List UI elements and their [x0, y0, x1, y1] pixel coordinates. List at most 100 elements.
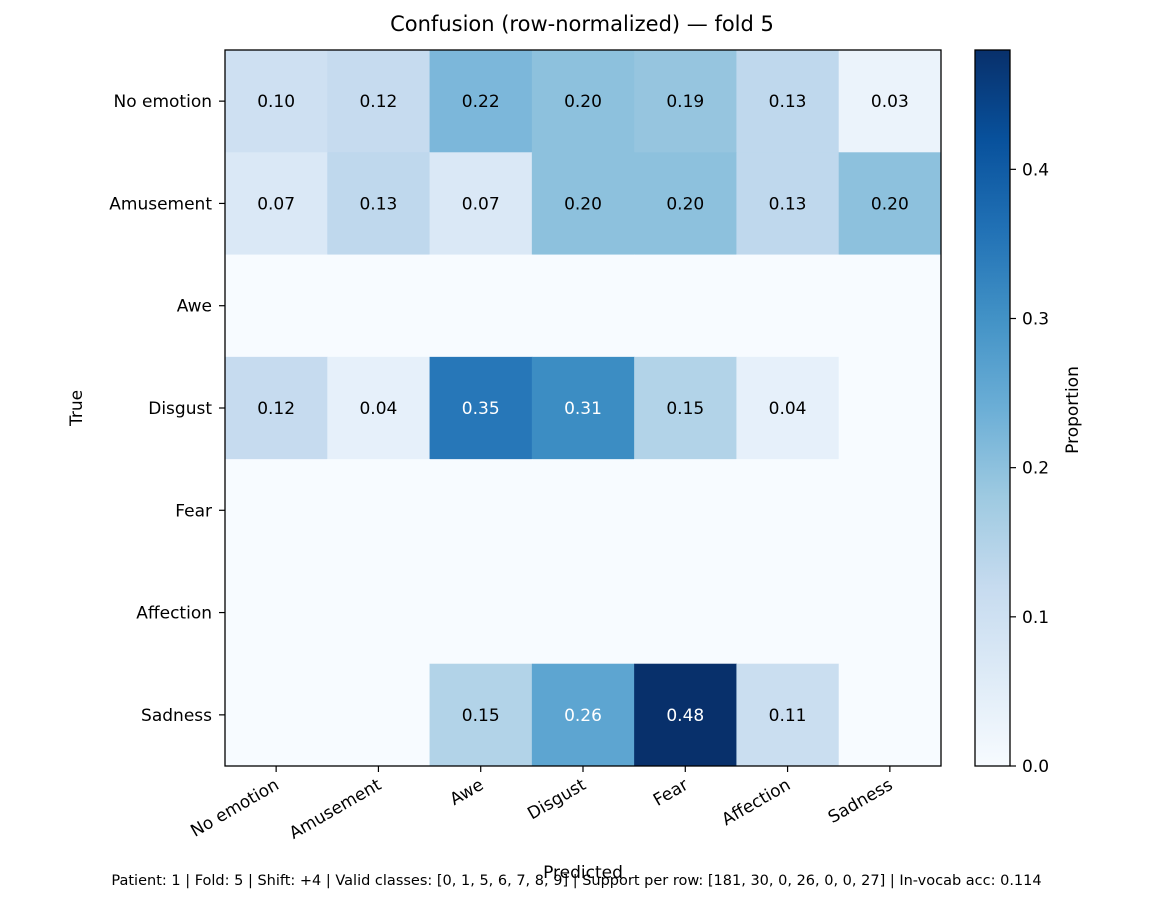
heatmap-cell	[634, 50, 737, 153]
cell-value-labels: 0.10 0.12 0.22 0.20 0.19 0.13 0.03 0.07 0.13 0.07…	[257, 92, 909, 726]
heatmap-cell	[634, 152, 737, 256]
x-axis-ticks: No emotion Amusement Awe Disgust Fear Affecti…	[187, 766, 896, 844]
y-tick-label: Disgust	[148, 399, 212, 419]
heatmap-cell	[225, 356, 328, 460]
y-tick-label: Awe	[177, 297, 212, 317]
heatmap-cell	[327, 561, 431, 665]
cell-value-label: 0.13	[359, 194, 397, 214]
heatmap-cell	[838, 254, 942, 358]
y-axis-ticks: No emotion Amusement Awe Disgust Fear Affecti…	[109, 92, 225, 726]
heatmap-cells	[225, 50, 942, 767]
cell-value-label: 0.26	[564, 706, 602, 726]
heatmap-cell	[736, 152, 840, 256]
heatmap-cell	[838, 356, 942, 460]
colorbar-tick-label: 0.3	[1022, 310, 1049, 330]
cell-value-label: 0.12	[257, 399, 295, 419]
heatmap-cell	[327, 356, 431, 460]
cell-value-label: 0.10	[257, 92, 295, 112]
cell-value-label: 0.22	[462, 92, 500, 112]
footer-summary: Patient: 1 | Fold: 5 | Shift: +4 | Valid…	[111, 873, 1042, 889]
cell-value-label: 0.20	[666, 194, 704, 214]
cell-value-label: 0.20	[564, 92, 602, 112]
heatmap-cell	[429, 152, 533, 256]
cell-value-label: 0.11	[769, 706, 807, 726]
cell-value-label: 0.04	[769, 399, 807, 419]
heatmap-cell	[838, 663, 942, 767]
colorbar-ticks: 0.0 0.1 0.2 0.3 0.4	[1010, 160, 1049, 777]
heatmap-cell	[736, 663, 840, 767]
y-axis-label: True	[67, 390, 87, 427]
heatmap-cell	[327, 459, 431, 562]
heatmap-cell	[429, 561, 533, 665]
heatmap-cell	[531, 663, 635, 767]
cell-value-label: 0.07	[462, 194, 500, 214]
x-tick-label: Disgust	[524, 775, 590, 824]
x-tick-label: Sadness	[825, 775, 897, 828]
heatmap-cell	[225, 254, 328, 358]
heatmap-cell	[327, 50, 431, 153]
heatmap-cell	[634, 663, 737, 767]
cell-value-label: 0.31	[564, 399, 602, 419]
heatmap-cell	[634, 254, 737, 358]
x-tick-label: Fear	[650, 775, 692, 811]
heatmap-cell	[225, 152, 328, 256]
x-axis-label: Predicted	[543, 863, 623, 883]
heatmap-cell	[225, 459, 328, 562]
heatmap-cell	[736, 254, 840, 358]
colorbar	[974, 49, 1011, 767]
heatmap-cell	[838, 50, 942, 153]
cell-value-label: 0.03	[871, 92, 909, 112]
colorbar-tick-label: 0.1	[1022, 608, 1049, 628]
heatmap-cell	[225, 50, 328, 153]
cell-value-label: 0.15	[666, 399, 704, 419]
heatmap-cell	[327, 254, 431, 358]
heatmap-cell	[429, 663, 533, 767]
cell-value-label: 0.48	[666, 706, 704, 726]
colorbar-label: Proportion	[1063, 366, 1083, 454]
heatmap-cell	[736, 50, 840, 153]
heatmap-cell	[327, 663, 431, 767]
cell-value-label: 0.04	[359, 399, 397, 419]
heatmap-cell	[634, 561, 737, 665]
y-tick-label: Sadness	[141, 706, 212, 726]
chart-title: Confusion (row-normalized) — fold 5	[390, 12, 774, 36]
colorbar-tick-label: 0.2	[1022, 459, 1049, 479]
y-tick-label: Amusement	[109, 194, 212, 214]
x-tick-label: Awe	[447, 775, 488, 810]
heatmap-cell	[531, 152, 635, 256]
heatmap-cell	[838, 459, 942, 562]
cell-value-label: 0.20	[564, 194, 602, 214]
colorbar-tick-label: 0.4	[1022, 160, 1049, 180]
x-tick-label: Affection	[718, 775, 794, 830]
x-tick-label: Amusement	[286, 775, 385, 844]
heatmap-cell	[838, 152, 942, 256]
y-tick-label: Fear	[175, 501, 212, 521]
heatmap-cell	[634, 356, 737, 460]
heatmap-cell	[327, 152, 431, 256]
heatmap-cell	[429, 254, 533, 358]
heatmap-cell	[531, 254, 635, 358]
cell-value-label: 0.12	[359, 92, 397, 112]
heatmap-cell	[736, 459, 840, 562]
heatmap-cell	[531, 356, 635, 460]
cell-value-label: 0.35	[462, 399, 500, 419]
cell-value-label: 0.07	[257, 194, 295, 214]
y-tick-label: No emotion	[113, 92, 212, 112]
colorbar-tick-label: 0.0	[1022, 757, 1049, 777]
heatmap-cell	[531, 459, 635, 562]
cell-value-label: 0.13	[769, 194, 807, 214]
cell-value-label: 0.15	[462, 706, 500, 726]
heatmap-cell	[225, 561, 328, 665]
heatmap-cell	[531, 50, 635, 153]
heatmap-cell	[838, 561, 942, 665]
heatmap-cell	[429, 356, 533, 460]
cell-value-label: 0.20	[871, 194, 909, 214]
cell-value-label: 0.13	[769, 92, 807, 112]
cell-value-label: 0.19	[666, 92, 704, 112]
y-tick-label: Affection	[136, 604, 212, 624]
heatmap-cell	[531, 561, 635, 665]
heatmap-cell	[225, 663, 328, 767]
x-tick-label: No emotion	[187, 775, 282, 842]
